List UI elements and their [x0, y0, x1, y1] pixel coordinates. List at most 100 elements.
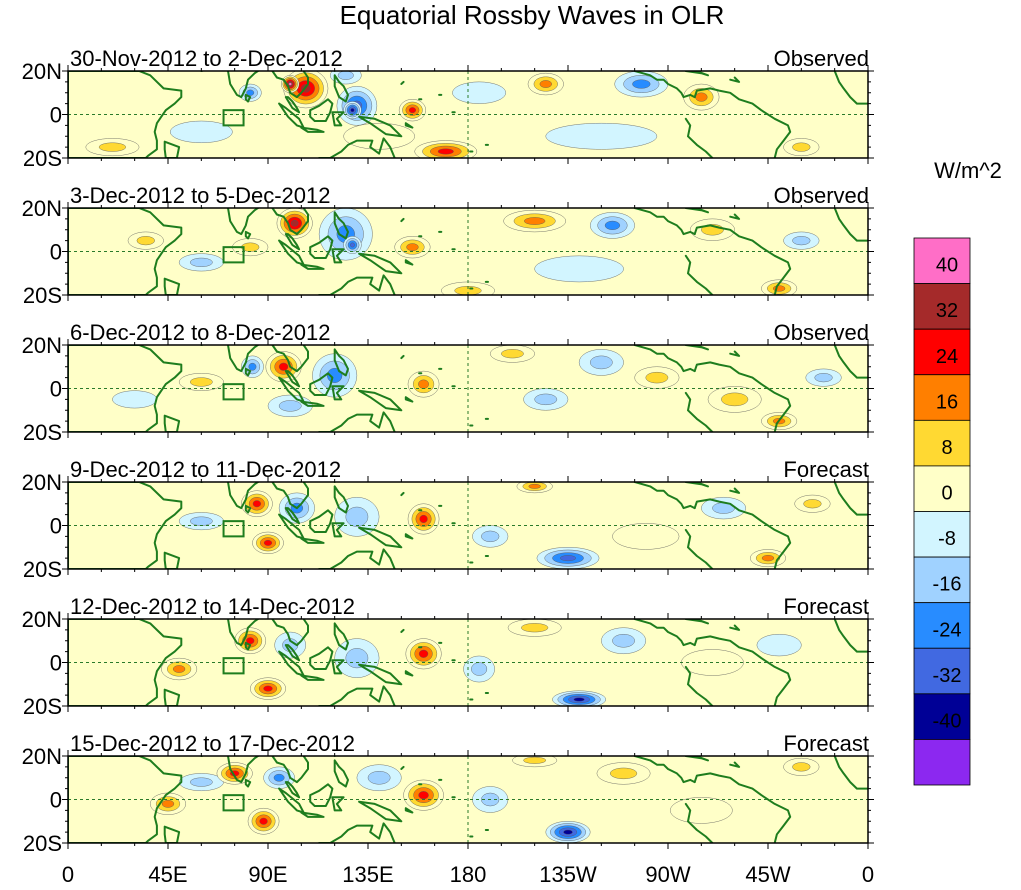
- coastline: [833, 482, 868, 516]
- anomaly-contour: [259, 817, 268, 825]
- anomaly-contour: [406, 243, 419, 251]
- coastline: [244, 778, 252, 788]
- anomaly-contour: [471, 662, 488, 676]
- colorbar-bin: [913, 419, 971, 467]
- coastline: [729, 350, 741, 357]
- coastline: [404, 122, 414, 129]
- coastline: [404, 259, 414, 266]
- coastline: [284, 370, 301, 388]
- coastline: [163, 140, 181, 158]
- coastline: [309, 235, 334, 259]
- coastlines: [68, 482, 868, 569]
- coastline: [68, 756, 183, 843]
- colorbar-bin: [913, 283, 971, 330]
- coastline: [693, 361, 792, 432]
- coastlines: [68, 208, 868, 295]
- y-tick-label: 0: [50, 240, 62, 265]
- coastline: [318, 274, 396, 295]
- anomaly-contour: [252, 500, 261, 508]
- coastlines: [68, 619, 868, 706]
- coastline: [729, 76, 741, 83]
- coastline: [309, 372, 334, 396]
- coastline: [163, 551, 181, 569]
- colorbar-bin: [913, 739, 971, 786]
- coastline: [633, 71, 696, 99]
- anomaly-contour: [534, 255, 624, 283]
- coastline: [684, 117, 714, 158]
- coastline: [404, 670, 414, 677]
- coastline: [200, 208, 336, 236]
- y-tick-label: 20S: [23, 420, 62, 445]
- coastline: [68, 71, 183, 158]
- colorbar-tick-label: 32: [936, 300, 958, 322]
- coastline: [200, 345, 336, 373]
- anomaly-contour: [408, 107, 416, 114]
- colorbar-tick-label: 16: [936, 391, 958, 413]
- panel-date-range: 15-Dec-2012 to 17-Dec-2012: [70, 731, 355, 756]
- anomaly-contour: [278, 400, 302, 412]
- coastline: [693, 772, 792, 843]
- coastline: [284, 507, 301, 525]
- coastline: [684, 254, 714, 295]
- anomaly-contour: [190, 257, 213, 267]
- anomaly-contour: [560, 555, 576, 562]
- coastline: [309, 646, 334, 670]
- y-tick-label: 20N: [22, 607, 62, 632]
- y-tick-label: 0: [50, 377, 62, 402]
- anomaly-contour: [528, 483, 541, 489]
- x-tick-label: 90E: [248, 862, 287, 887]
- anomaly-contour: [327, 368, 343, 383]
- panel-date-range: 9-Dec-2012 to 11-Dec-2012: [70, 457, 341, 482]
- anomaly-contour: [419, 514, 428, 523]
- panel-5: 20N 0 20S 12-Dec-2012 to 14-Dec-2012 Forecas…: [22, 594, 874, 719]
- y-tick-label: 20S: [23, 831, 62, 856]
- anomaly-contour: [172, 665, 186, 673]
- x-tick-label: 135E: [342, 862, 393, 887]
- anomaly-contour: [521, 623, 549, 633]
- anomaly-contour: [136, 236, 155, 246]
- coastline: [331, 659, 345, 675]
- anomaly-contour: [481, 530, 500, 543]
- y-tick-label: 0: [50, 651, 62, 676]
- coastlines: [68, 756, 868, 843]
- coastline: [684, 482, 709, 488]
- colorbar-unit-label: W/m^2: [934, 158, 1002, 183]
- panel-status: Forecast: [783, 594, 869, 619]
- coastline: [309, 98, 334, 122]
- anomaly-contour: [273, 773, 285, 782]
- coastline: [300, 811, 325, 818]
- coastline: [400, 628, 405, 633]
- anomaly-contour: [345, 648, 369, 669]
- x-tick-label: 180: [450, 862, 487, 887]
- anomaly-contour: [534, 393, 558, 406]
- anomaly-contour: [792, 236, 811, 246]
- coastline: [331, 385, 345, 401]
- coastline: [333, 485, 349, 514]
- y-tick-label: 20S: [23, 557, 62, 582]
- coastline: [163, 277, 181, 295]
- coastline: [333, 348, 349, 377]
- panel-6: 20N 0 20S 15-Dec-2012 to 17-Dec-2012 Forecas…: [22, 731, 874, 856]
- coastline: [400, 354, 405, 360]
- panel-date-range: 3-Dec-2012 to 5-Dec-2012: [70, 183, 330, 208]
- colorbar-bin: [913, 511, 971, 558]
- coastline: [200, 756, 336, 784]
- coastline: [684, 345, 709, 351]
- x-tick-label: 0: [862, 862, 874, 887]
- panel-4: 20N 0 20S 9-Dec-2012 to 11-Dec-2012 Forecast: [22, 457, 874, 582]
- anomaly-contour: [112, 390, 158, 409]
- coastline: [400, 80, 405, 85]
- anomaly-contour: [350, 108, 355, 113]
- anomaly-contour: [246, 89, 255, 96]
- coastline: [244, 93, 252, 103]
- coastline: [284, 644, 301, 662]
- panel-3: 20N 0 20S 6-Dec-2012 to 8-Dec-2012 Observed: [22, 320, 874, 445]
- coastline: [693, 635, 792, 706]
- coastline: [633, 756, 696, 784]
- anomaly-contour: [721, 392, 749, 407]
- coastlines: [68, 71, 868, 158]
- anomaly-contour: [161, 800, 175, 808]
- region-box: [222, 794, 245, 812]
- anomaly-contour: [563, 829, 573, 835]
- anomaly-contour: [792, 142, 811, 152]
